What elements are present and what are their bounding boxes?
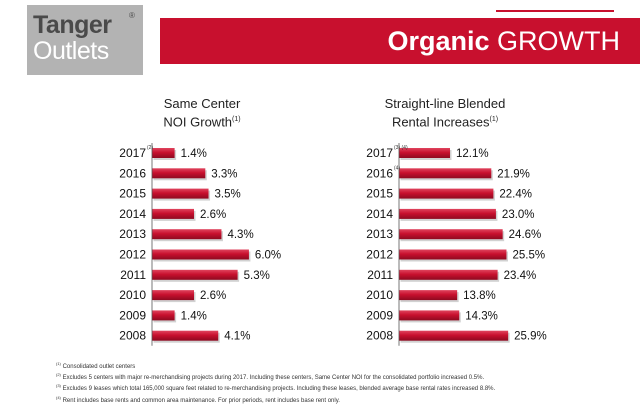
chart-1-title: Same Center NOI Growth(1) — [138, 96, 266, 130]
page-title: Organic GROWTH — [387, 24, 620, 58]
bar-2016 — [399, 168, 492, 179]
bar-2013 — [152, 229, 222, 240]
value-label-2011: 5.3% — [244, 270, 270, 282]
category-note-2016: (4) — [394, 165, 400, 171]
bar-2015 — [152, 188, 209, 199]
category-label-2010: 2010 — [119, 288, 146, 302]
bar-2017 — [399, 148, 450, 158]
bar-2010 — [152, 290, 194, 301]
category-label-2016: 2016 — [366, 166, 393, 180]
logo-line-2: Outlets — [33, 37, 109, 65]
chart-2-title-note: (1) — [489, 116, 499, 123]
category-label-2008: 2008 — [119, 329, 146, 343]
category-label-2015: 2015 — [119, 187, 146, 201]
category-label-2014: 2014 — [366, 207, 393, 221]
footnote-4: (4) Rent includes base rents and common … — [56, 394, 340, 404]
bar-2017 — [152, 148, 175, 158]
value-label-2015: 22.4% — [499, 189, 532, 201]
value-label-2016: 21.9% — [497, 168, 530, 180]
footnotes: (1) Consolidated outlet centers (2) Excl… — [56, 360, 495, 405]
category-label-2009: 2009 — [119, 308, 146, 322]
chart-1-title-line-2: NOI Growth — [163, 114, 233, 130]
footnote-2: (2) Excludes 5 centers with major re-mer… — [56, 372, 485, 382]
value-label-2011: 23.4% — [504, 270, 537, 282]
bar-2012 — [152, 249, 249, 260]
value-label-2013: 4.3% — [227, 229, 253, 241]
bar-2008 — [152, 330, 219, 341]
logo-registered-mark: ® — [129, 11, 135, 20]
category-label-2012: 2012 — [366, 248, 393, 262]
bar-2009 — [399, 310, 460, 321]
category-label-2011: 2011 — [120, 268, 146, 282]
value-label-2014: 23.0% — [502, 209, 535, 221]
category-note-2017: (2) — [147, 145, 153, 151]
page-title-bold: Organic — [387, 26, 490, 56]
category-label-2017: 2017 — [119, 146, 146, 160]
footnote-1: (1) Consolidated outlet centers — [56, 361, 136, 370]
value-label-2009: 14.3% — [465, 310, 498, 322]
value-label-2010: 2.6% — [200, 290, 226, 302]
chart-1-title-note: (1) — [232, 116, 241, 123]
value-label-2017: 1.4% — [181, 148, 207, 160]
category-label-2016: 2016 — [119, 166, 146, 180]
category-label-2014: 2014 — [119, 207, 146, 221]
bar-2012 — [399, 249, 507, 260]
title-banner: Organic GROWTH — [160, 18, 640, 64]
category-note-2017: (3) (4) — [394, 145, 408, 151]
bar-2014 — [152, 208, 194, 219]
chart-2-title-line-1: Straight-line Blended — [384, 96, 506, 111]
chart-2-title-line-2: Rental Increases — [391, 114, 490, 130]
bar-2010 — [399, 290, 458, 301]
bar-2014 — [399, 208, 496, 219]
bar-2011 — [399, 269, 498, 280]
bar-2016 — [152, 168, 206, 179]
value-label-2013: 24.6% — [509, 229, 542, 241]
bar-2015 — [399, 188, 494, 199]
value-label-2009: 1.4% — [181, 310, 207, 322]
banner-accent-line — [496, 10, 614, 12]
charts-canvas: 2017 (2) 1.4%2016 3.3%2015 3.5%2014 2.6%2013 4… — [119, 143, 547, 346]
category-label-2010: 2010 — [366, 288, 393, 302]
bar-2013 — [399, 229, 503, 240]
bar-2009 — [152, 310, 175, 321]
bar-2008 — [399, 330, 509, 341]
bar-2011 — [152, 269, 238, 280]
category-label-2012: 2012 — [119, 248, 146, 262]
logo-line-1: Tanger — [33, 11, 112, 39]
category-label-2013: 2013 — [366, 227, 393, 241]
value-label-2012: 6.0% — [255, 250, 281, 262]
category-label-2011: 2011 — [367, 268, 393, 282]
chart-2-title: Straight-line Blended Rental Increases(1… — [370, 96, 520, 130]
value-label-2008: 25.9% — [514, 331, 547, 343]
value-label-2010: 13.8% — [463, 290, 496, 302]
value-label-2017: 12.1% — [456, 148, 489, 160]
page-title-rest: GROWTH — [497, 26, 620, 56]
category-label-2013: 2013 — [119, 227, 146, 241]
value-label-2008: 4.1% — [224, 331, 250, 343]
chart-2: 2017 (3) (4) 12.1% 2016 (4) 21.9% 2015 22.4% 201… — [366, 143, 547, 346]
category-label-2008: 2008 — [366, 329, 393, 343]
footnote-3: (3) Excludes 9 leases which total 165,00… — [56, 383, 496, 393]
value-label-2015: 3.5% — [215, 189, 241, 201]
category-label-2017: 2017 — [366, 146, 393, 160]
value-label-2016: 3.3% — [211, 168, 237, 180]
category-label-2009: 2009 — [366, 308, 393, 322]
category-label-2015: 2015 — [366, 187, 393, 201]
chart-1: 2017 (2) 1.4% 2016 3.3% 2015 3.5% 2014 2.6% 2013 4… — [119, 143, 281, 346]
chart-1-title-line-1: Same Center — [163, 96, 241, 111]
value-label-2014: 2.6% — [200, 209, 226, 221]
value-label-2012: 25.5% — [512, 250, 545, 262]
tanger-outlets-logo: Tanger Outlets ® — [27, 5, 143, 75]
